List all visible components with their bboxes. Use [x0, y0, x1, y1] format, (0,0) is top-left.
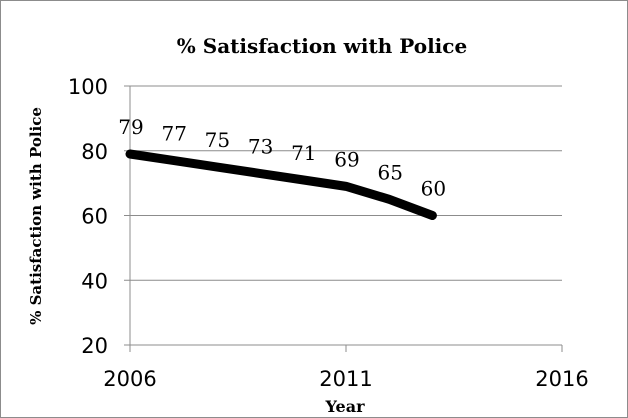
- data-label: 65: [377, 160, 402, 184]
- y-tick-label: 100: [68, 75, 108, 99]
- x-tick-label: 2016: [535, 367, 588, 391]
- data-label: 73: [248, 134, 273, 158]
- data-label: 79: [118, 115, 143, 139]
- data-labels: 79 77 75 73 71 69 65 60: [118, 115, 446, 201]
- y-tick-label: 60: [81, 205, 108, 229]
- x-tick-label: 2006: [103, 367, 156, 391]
- y-tick-label: 20: [81, 334, 108, 358]
- y-axis-label: % Satisfaction with Police: [27, 107, 45, 325]
- tick-labels: 20 40 60 80 100 2006 2011 2016: [68, 75, 589, 391]
- data-point: [345, 185, 347, 187]
- x-tick-label: 2011: [319, 367, 372, 391]
- data-point: [129, 153, 131, 155]
- gridlines: [130, 85, 562, 281]
- data-label: 71: [291, 141, 316, 165]
- data-point: [172, 159, 174, 161]
- data-label: 75: [205, 128, 230, 152]
- axes: [124, 85, 563, 352]
- data-point: [215, 166, 217, 168]
- y-tick-label: 40: [81, 269, 108, 293]
- data-label: 60: [421, 177, 446, 201]
- series-group: [125, 149, 437, 220]
- y-tick-label: 80: [81, 140, 108, 164]
- data-point: [302, 179, 304, 181]
- data-label: 69: [334, 147, 359, 171]
- data-point: [431, 215, 433, 216]
- x-axis-label: Year: [324, 397, 365, 416]
- series-line: [125, 149, 437, 220]
- chart-title: % Satisfaction with Police: [177, 34, 467, 58]
- data-point: [388, 198, 390, 200]
- data-label: 77: [161, 121, 186, 145]
- data-point: [259, 172, 261, 174]
